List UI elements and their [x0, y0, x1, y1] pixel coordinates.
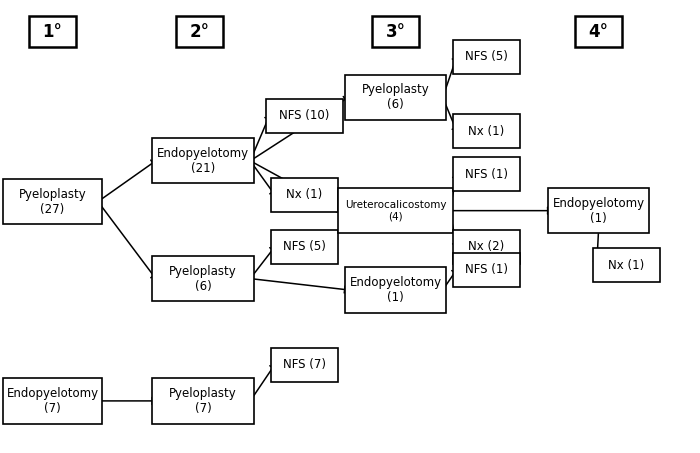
- FancyBboxPatch shape: [344, 75, 447, 120]
- FancyBboxPatch shape: [344, 267, 447, 313]
- FancyBboxPatch shape: [272, 230, 337, 264]
- FancyBboxPatch shape: [594, 248, 659, 282]
- Text: 1°: 1°: [43, 23, 62, 41]
- Text: Nx (1): Nx (1): [286, 188, 323, 201]
- FancyBboxPatch shape: [4, 179, 101, 224]
- FancyBboxPatch shape: [454, 230, 519, 264]
- Text: NFS (5): NFS (5): [465, 50, 508, 63]
- FancyBboxPatch shape: [272, 178, 337, 212]
- FancyBboxPatch shape: [454, 252, 519, 286]
- FancyBboxPatch shape: [337, 188, 454, 233]
- Text: 2°: 2°: [190, 23, 209, 41]
- FancyBboxPatch shape: [4, 378, 101, 424]
- Text: Pyeloplasty
(6): Pyeloplasty (6): [169, 265, 237, 293]
- Text: NFS (1): NFS (1): [465, 168, 508, 181]
- Text: Ureterocalicostomy
(4): Ureterocalicostomy (4): [344, 200, 447, 222]
- Text: Endopyelotomy
(1): Endopyelotomy (1): [349, 276, 442, 304]
- Text: Endopyelotomy
(1): Endopyelotomy (1): [552, 197, 645, 225]
- Text: 4°: 4°: [589, 23, 608, 41]
- FancyBboxPatch shape: [266, 99, 343, 132]
- FancyBboxPatch shape: [547, 188, 650, 233]
- Text: Nx (1): Nx (1): [468, 125, 505, 138]
- FancyBboxPatch shape: [152, 256, 253, 301]
- Text: Pyeloplasty
(6): Pyeloplasty (6): [362, 83, 429, 111]
- Text: Pyeloplasty
(7): Pyeloplasty (7): [169, 387, 237, 415]
- Text: Nx (1): Nx (1): [608, 259, 645, 271]
- FancyBboxPatch shape: [372, 16, 419, 47]
- FancyBboxPatch shape: [152, 378, 253, 424]
- Text: Endopyelotomy
(21): Endopyelotomy (21): [157, 147, 249, 175]
- FancyBboxPatch shape: [575, 16, 622, 47]
- FancyBboxPatch shape: [176, 16, 223, 47]
- Text: Pyeloplasty
(27): Pyeloplasty (27): [19, 188, 86, 216]
- FancyBboxPatch shape: [454, 40, 519, 73]
- Text: NFS (7): NFS (7): [283, 358, 326, 371]
- Text: Endopyelotomy
(7): Endopyelotomy (7): [6, 387, 99, 415]
- FancyBboxPatch shape: [29, 16, 76, 47]
- Text: Nx (2): Nx (2): [468, 241, 505, 253]
- FancyBboxPatch shape: [454, 158, 519, 191]
- Text: NFS (5): NFS (5): [283, 241, 326, 253]
- FancyBboxPatch shape: [152, 138, 253, 183]
- FancyBboxPatch shape: [454, 115, 519, 149]
- Text: NFS (1): NFS (1): [465, 263, 508, 276]
- FancyBboxPatch shape: [272, 348, 337, 381]
- Text: 3°: 3°: [386, 23, 405, 41]
- Text: NFS (10): NFS (10): [279, 109, 330, 122]
